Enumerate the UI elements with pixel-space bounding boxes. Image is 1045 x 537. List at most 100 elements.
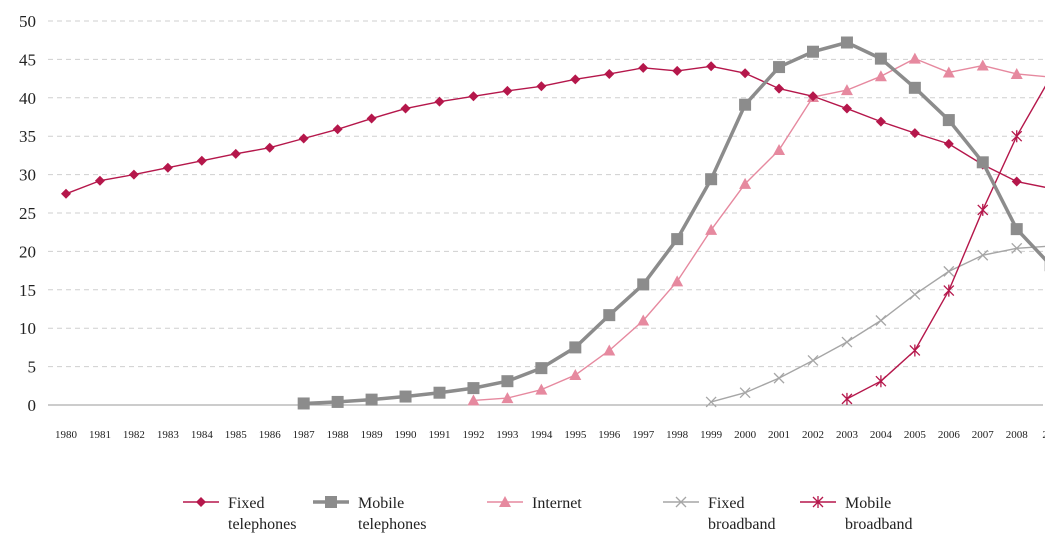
data-point-fixed-telephones (536, 81, 547, 92)
x-tick-label: 1991 (428, 429, 450, 441)
x-tick-label: 2003 (836, 429, 859, 441)
legend-marker-mobile-telephones (325, 496, 337, 508)
data-point-mobile-telephones (705, 173, 718, 186)
data-point-mobile-broadband (1011, 130, 1023, 143)
legend-marker-fixed-telephones (196, 497, 206, 507)
series-fixed-telephones (61, 61, 1045, 199)
x-tick-label: 2002 (802, 429, 824, 441)
x-tick-label: 1980 (55, 429, 78, 441)
series-line-internet (473, 57, 1045, 402)
data-point-internet (976, 59, 989, 71)
data-point-mobile-broadband (943, 284, 955, 297)
data-point-internet (535, 383, 548, 395)
data-point-mobile-telephones (365, 393, 378, 406)
legend-label-internet: Internet (532, 495, 582, 512)
legend: Fixed telephones Mobile telephones Internet F… (183, 495, 913, 533)
x-tick-label: 2008 (1006, 429, 1029, 441)
data-point-fixed-telephones (61, 188, 71, 199)
data-point-internet (908, 52, 921, 64)
data-point-mobile-telephones (1010, 223, 1023, 236)
legend-label-fixed-telephones: Fixed telephones (228, 495, 296, 533)
data-point-fixed-telephones (94, 175, 105, 186)
y-tick-label: 45 (19, 50, 36, 69)
data-point-fixed-telephones (570, 74, 581, 85)
data-point-mobile-telephones (976, 156, 989, 169)
data-point-fixed-telephones (468, 91, 479, 102)
data-point-fixed-telephones (264, 142, 275, 153)
data-point-fixed-telephones (875, 116, 886, 127)
data-point-fixed-telephones (332, 124, 343, 135)
data-point-fixed-telephones (230, 148, 241, 159)
data-point-fixed-telephones (638, 62, 649, 73)
data-point-fixed-telephones (128, 169, 139, 180)
legend-marker-internet (499, 496, 511, 507)
y-tick-label: 40 (19, 89, 36, 108)
data-point-mobile-telephones (739, 98, 752, 111)
data-point-internet (739, 177, 752, 189)
data-point-mobile-broadband (841, 392, 853, 405)
data-point-internet (501, 392, 514, 404)
x-tick-label: 1996 (598, 429, 621, 441)
data-point-mobile-telephones (806, 45, 819, 58)
y-tick-label: 35 (19, 127, 36, 146)
y-tick-label: 15 (19, 281, 36, 300)
legend-marker-fixed-broadband (675, 496, 687, 508)
x-tick-label: 1999 (700, 429, 723, 441)
data-point-mobile-broadband (977, 203, 989, 216)
data-point-internet (942, 66, 955, 78)
y-tick-label: 10 (19, 319, 36, 338)
x-tick-label: 1985 (225, 429, 248, 441)
data-point-fixed-telephones (162, 162, 173, 173)
data-point-internet (840, 84, 853, 96)
legend-item-mobile-broadband: Mobile broadband (800, 495, 913, 533)
data-point-fixed-telephones (774, 83, 785, 94)
data-point-internet (671, 275, 684, 287)
data-point-fixed-telephones (943, 138, 954, 149)
data-point-fixed-telephones (672, 65, 683, 76)
data-point-fixed-broadband (739, 387, 751, 399)
data-point-fixed-telephones (740, 68, 751, 79)
legend-item-fixed-telephones: Fixed telephones (183, 495, 296, 533)
data-point-mobile-telephones (637, 278, 650, 291)
data-point-mobile-broadband (875, 375, 887, 388)
data-point-fixed-telephones (400, 103, 411, 114)
data-point-internet (569, 369, 582, 381)
data-point-mobile-telephones (297, 397, 310, 410)
data-point-mobile-telephones (467, 382, 480, 395)
legend-item-internet: Internet (487, 495, 582, 512)
data-point-fixed-telephones (909, 128, 920, 139)
legend-item-fixed-broadband: Fixed broadband (663, 495, 776, 533)
x-tick-label: 1984 (191, 429, 214, 441)
legend-item-mobile-telephones: Mobile telephones (313, 495, 426, 533)
data-point-fixed-broadband (977, 249, 989, 261)
series-mobile-telephones (297, 36, 1045, 410)
data-point-internet (603, 344, 616, 356)
x-tick-label: 1994 (530, 429, 553, 441)
y-tick-label: 0 (28, 396, 37, 415)
series-mobile-broadband (841, 85, 1045, 405)
legend-label-mobile-broadband: Mobile broadband (845, 495, 913, 533)
x-tick-label: 1997 (632, 429, 655, 441)
x-tick-label: 1981 (89, 429, 111, 441)
series-fixed-broadband (705, 242, 1045, 408)
data-point-mobile-telephones (535, 362, 548, 375)
x-tick-label: 1993 (496, 429, 519, 441)
grid (48, 20, 1043, 406)
data-point-mobile-telephones (603, 309, 616, 322)
x-tick-label: 200 (1042, 429, 1045, 441)
data-point-fixed-telephones (366, 113, 377, 124)
data-point-mobile-telephones (840, 36, 853, 49)
data-point-fixed-broadband (875, 315, 887, 326)
data-point-fixed-broadband (841, 336, 853, 348)
x-tick-label: 2004 (870, 429, 893, 441)
data-point-mobile-telephones (908, 81, 921, 94)
data-point-fixed-broadband (1011, 242, 1023, 254)
legend-marker-mobile-broadband (812, 496, 824, 508)
x-tick-label: 1998 (666, 429, 689, 441)
series-line-fixed-telephones (65, 65, 1045, 195)
data-point-mobile-telephones (501, 375, 514, 388)
x-tick-label: 1995 (564, 429, 587, 441)
series-line-mobile-telephones (303, 40, 1045, 406)
x-tick-label: 1990 (395, 429, 418, 441)
